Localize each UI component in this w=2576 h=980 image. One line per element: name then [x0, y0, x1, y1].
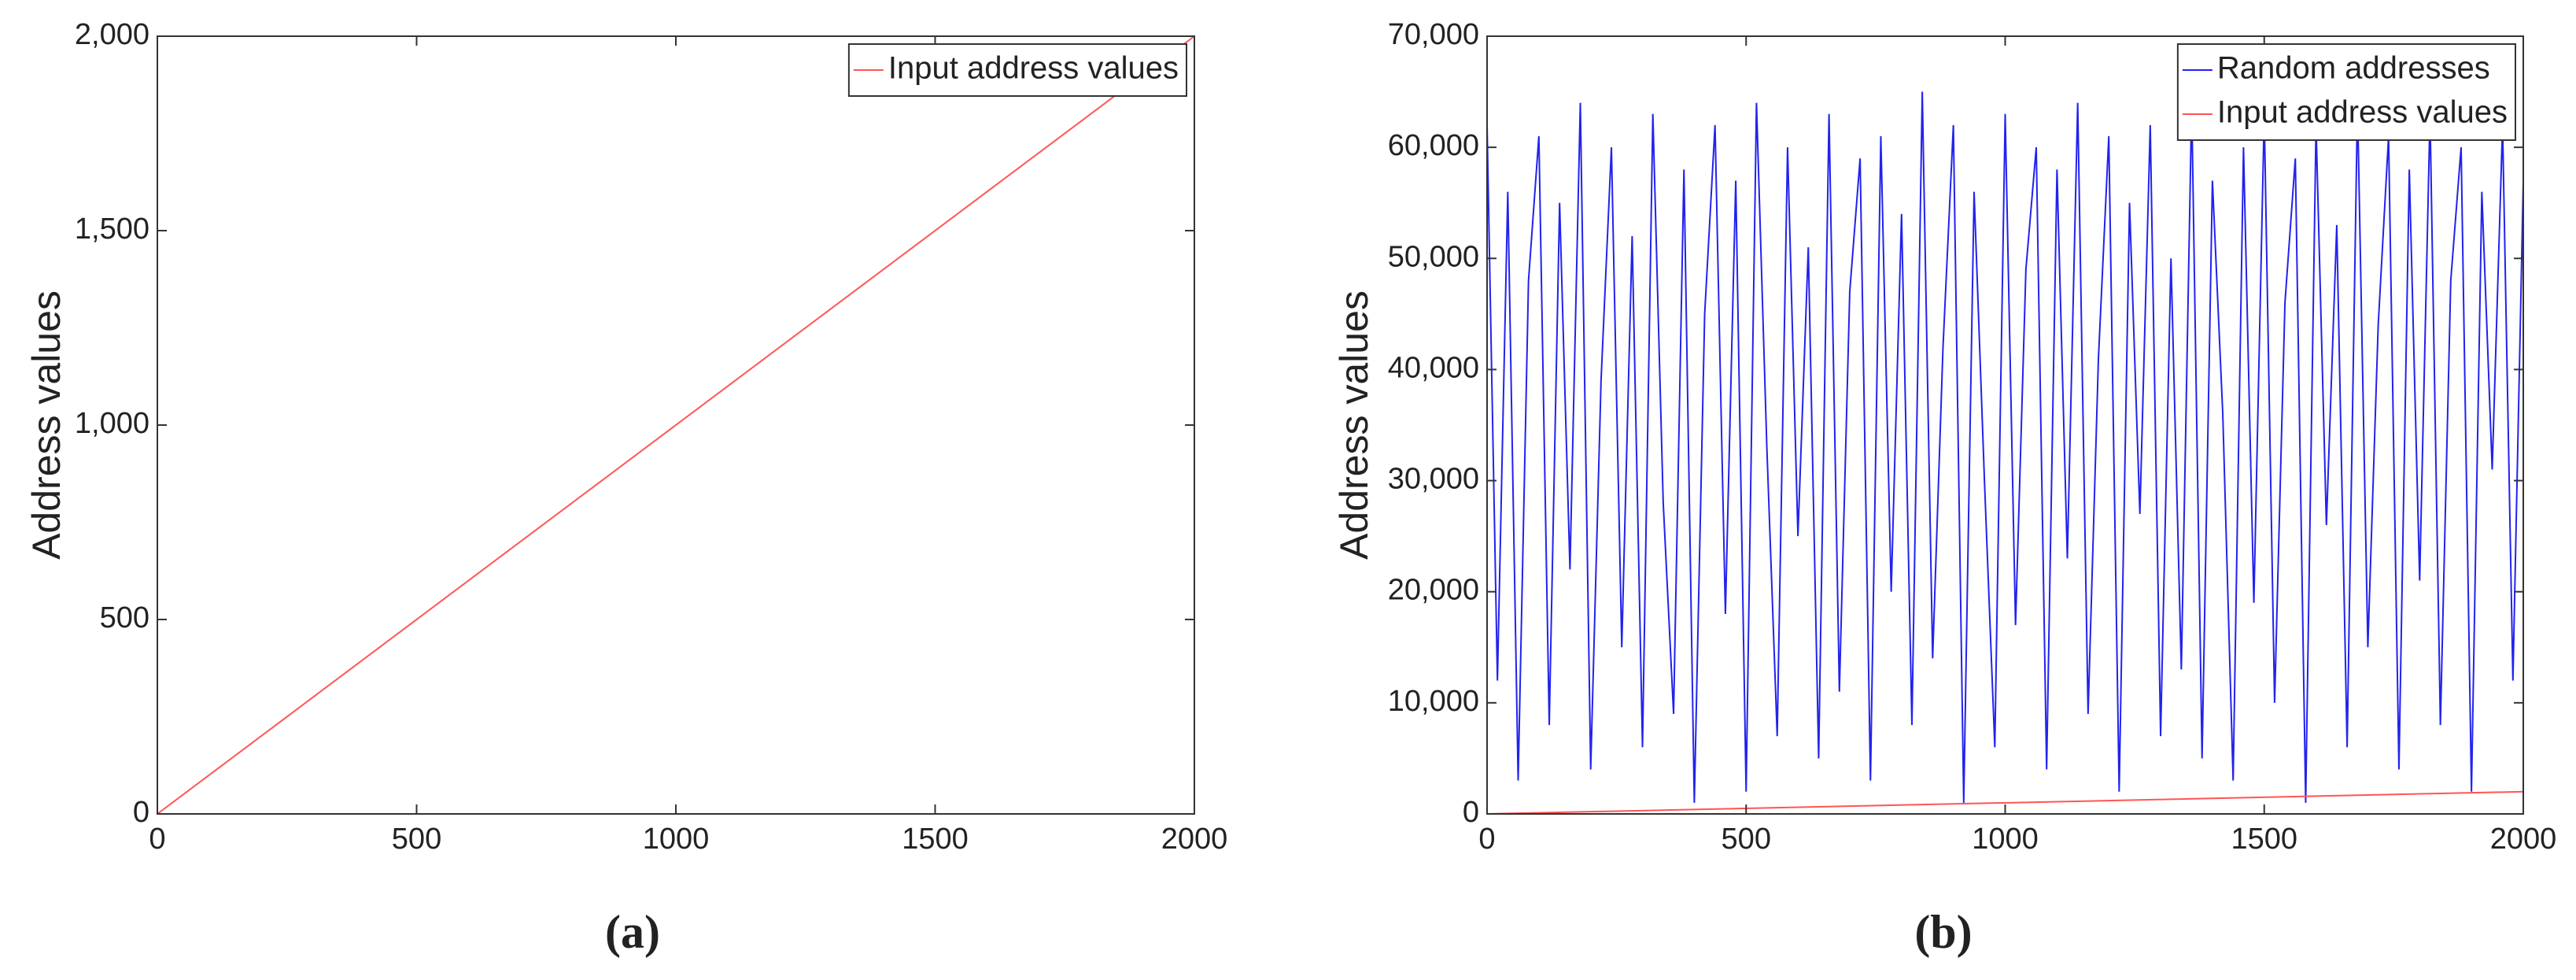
caption: (a): [605, 906, 660, 958]
chart: 0 10,000 20,000 30,000 40,000 50,000 60,000 70,…: [1332, 18, 2556, 958]
y-tick-label: 0: [133, 796, 149, 829]
legend-label: Input address values: [2217, 95, 2508, 130]
chart: 0 500 1,000 1,500 2,000 0 500 1000 1500 2000 Addre…: [24, 18, 1227, 958]
y-tick-label: 0: [1463, 796, 1479, 829]
y-axis-label: Address values: [24, 290, 68, 560]
legend: Random addresses Input address values: [2176, 43, 2516, 141]
legend: Input address values: [847, 43, 1187, 97]
x-tick-label: 1000: [643, 823, 710, 856]
line-series: [157, 35, 1195, 815]
x-tick-label: 2000: [1161, 823, 1228, 856]
legend-box: [2176, 43, 2516, 141]
y-tick-label: 500: [100, 601, 149, 634]
y-tick-label: 70,000: [1388, 18, 1479, 51]
caption: (b): [1914, 906, 1972, 958]
x-tick-label: 1000: [1972, 823, 2039, 856]
x-tick-label: 1500: [2231, 823, 2297, 856]
y-axis-label: Address values: [1332, 290, 1376, 560]
y-tick-label: 60,000: [1388, 129, 1479, 162]
x-tick-label: 500: [1722, 823, 1771, 856]
x-tick-label: 1500: [902, 823, 969, 856]
y-tick-label: 40,000: [1388, 351, 1479, 384]
x-tick-label: 0: [149, 823, 165, 856]
y-tick-label: 50,000: [1388, 240, 1479, 273]
legend-box: [847, 43, 1187, 97]
x-tick-label: 0: [1478, 823, 1495, 856]
legend-label: Input address values: [888, 51, 1179, 86]
x-tick-label: 500: [392, 823, 441, 856]
y-tick-label: 1,500: [75, 213, 149, 246]
y-tick-label: 30,000: [1388, 463, 1479, 496]
line-series: [1486, 91, 2524, 803]
x-tick-label: 2000: [2490, 823, 2557, 856]
y-tick-label: 20,000: [1388, 574, 1479, 607]
line-series: [1486, 790, 2524, 815]
y-tick-label: 10,000: [1388, 685, 1479, 718]
y-tick-label: 1,000: [75, 407, 149, 440]
legend-label: Random addresses: [2217, 51, 2490, 86]
y-tick-label: 2,000: [75, 18, 149, 51]
